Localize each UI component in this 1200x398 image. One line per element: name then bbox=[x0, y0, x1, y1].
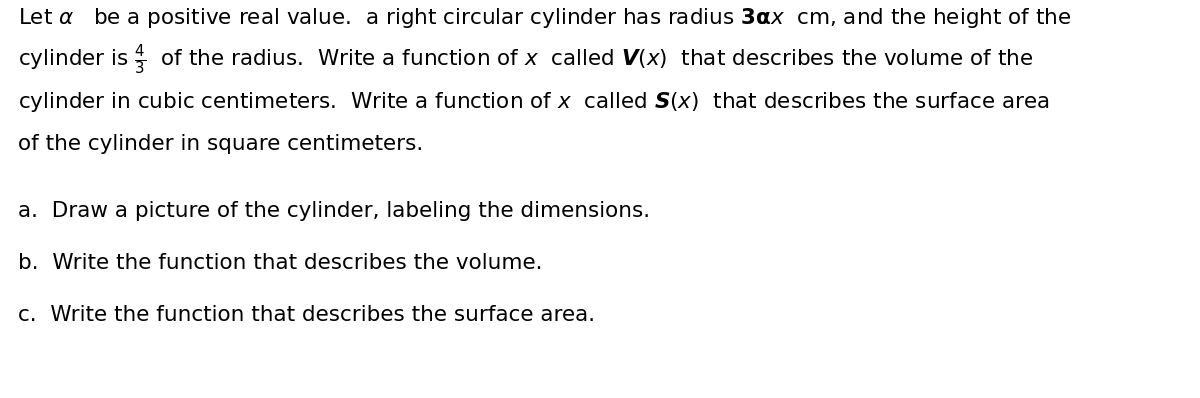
Text: Let $\alpha$   be a positive real value.  a right circular cylinder has radius $: Let $\alpha$ be a positive real value. a… bbox=[18, 6, 1072, 30]
Text: b.  Write the function that describes the volume.: b. Write the function that describes the… bbox=[18, 253, 542, 273]
Text: cylinder in cubic centimeters.  Write a function of $x$  called $\boldsymbol{S}(: cylinder in cubic centimeters. Write a f… bbox=[18, 90, 1050, 114]
Text: cylinder is $\frac{4}{3}$  of the radius.  Write a function of $x$  called $\bol: cylinder is $\frac{4}{3}$ of the radius.… bbox=[18, 43, 1033, 77]
Text: a.  Draw a picture of the cylinder, labeling the dimensions.: a. Draw a picture of the cylinder, label… bbox=[18, 201, 650, 221]
Text: c.  Write the function that describes the surface area.: c. Write the function that describes the… bbox=[18, 305, 595, 325]
Text: of the cylinder in square centimeters.: of the cylinder in square centimeters. bbox=[18, 134, 424, 154]
